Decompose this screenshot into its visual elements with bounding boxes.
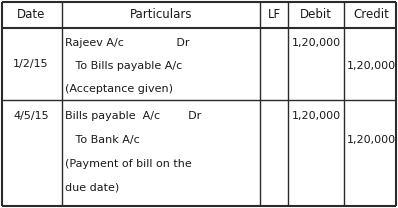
Text: LF: LF bbox=[267, 9, 281, 21]
Text: Credit: Credit bbox=[353, 9, 389, 21]
Text: due date): due date) bbox=[65, 183, 119, 193]
Text: 1,20,000: 1,20,000 bbox=[346, 61, 396, 71]
Text: 1,20,000: 1,20,000 bbox=[291, 111, 341, 121]
Text: Debit: Debit bbox=[300, 9, 332, 21]
Text: (Payment of bill on the: (Payment of bill on the bbox=[65, 159, 192, 169]
Text: To Bills payable A/c: To Bills payable A/c bbox=[65, 61, 182, 71]
Text: To Bank A/c: To Bank A/c bbox=[65, 135, 140, 145]
Text: Date: Date bbox=[17, 9, 45, 21]
Text: Particulars: Particulars bbox=[130, 9, 192, 21]
Text: (Acceptance given): (Acceptance given) bbox=[65, 84, 173, 94]
Text: 4/5/15: 4/5/15 bbox=[13, 111, 49, 121]
Text: 1/2/15: 1/2/15 bbox=[13, 59, 49, 69]
Text: 1,20,000: 1,20,000 bbox=[291, 38, 341, 48]
Text: Bills payable  A/c        Dr: Bills payable A/c Dr bbox=[65, 111, 201, 121]
Text: Rajeev A/c               Dr: Rajeev A/c Dr bbox=[65, 38, 189, 48]
Text: 1,20,000: 1,20,000 bbox=[346, 135, 396, 145]
